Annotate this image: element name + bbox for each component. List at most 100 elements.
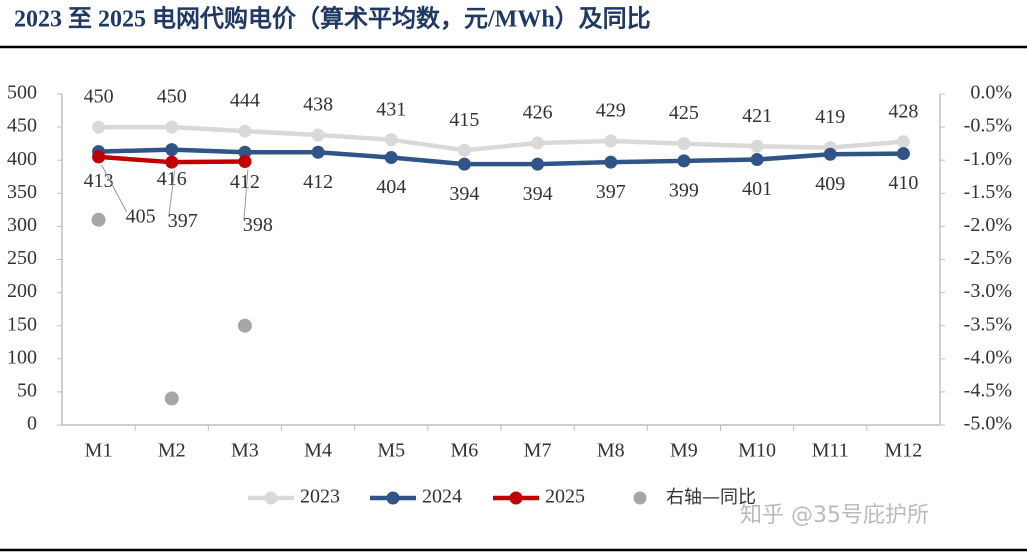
data-label: 397 <box>596 181 626 203</box>
y-tick-label: 100 <box>7 346 37 368</box>
x-tick-label: M12 <box>885 440 923 462</box>
series-point <box>384 151 398 165</box>
y-tick-label: 250 <box>7 247 37 269</box>
data-label: 413 <box>84 170 114 192</box>
legend-label: 2025 <box>545 486 585 508</box>
y-tick-label: 400 <box>7 148 37 170</box>
legend-label: 右轴—同比 <box>666 487 756 508</box>
data-label: 399 <box>669 179 699 201</box>
series-point <box>238 124 252 138</box>
y-tick-label: 0 <box>27 413 37 435</box>
y2-tick-label: -2.5% <box>964 247 1012 269</box>
series-point <box>165 143 179 157</box>
data-label: 419 <box>815 106 845 128</box>
series-point <box>823 147 837 161</box>
x-tick-label: M6 <box>451 440 479 462</box>
y2-tick-label: -1.0% <box>964 148 1012 170</box>
leader-line <box>168 170 176 217</box>
series-point <box>384 133 398 147</box>
data-label: 421 <box>742 105 772 127</box>
data-label: 425 <box>669 102 699 124</box>
data-label: 412 <box>303 171 333 193</box>
x-tick-label: M7 <box>524 440 552 462</box>
data-label: 426 <box>523 102 553 124</box>
data-label: 404 <box>376 176 406 198</box>
series-point <box>750 153 764 167</box>
data-label: 450 <box>157 86 187 108</box>
series-point <box>457 143 471 157</box>
data-label: 412 <box>230 171 260 193</box>
data-label: 415 <box>449 109 479 131</box>
x-tick-label: M9 <box>670 440 698 462</box>
x-tick-label: M10 <box>738 440 776 462</box>
x-tick-label: M4 <box>304 440 332 462</box>
series-point <box>311 145 325 159</box>
y-tick-label: 300 <box>7 214 37 236</box>
legend-marker <box>264 491 278 505</box>
y2-tick-label: -4.5% <box>964 379 1012 401</box>
yoy-point <box>237 318 252 333</box>
data-label: 409 <box>815 173 845 195</box>
series-point <box>750 139 764 153</box>
y-tick-label: 350 <box>7 181 37 203</box>
y2-tick-label: -1.5% <box>964 181 1012 203</box>
series-point <box>677 137 691 151</box>
series-point <box>457 157 471 171</box>
leader-line <box>243 169 249 221</box>
data-label: 416 <box>157 168 187 190</box>
series-point <box>165 120 179 134</box>
data-label: 444 <box>230 90 260 112</box>
series-point <box>238 155 252 169</box>
series-point <box>896 135 910 149</box>
series-point <box>531 157 545 171</box>
series-point <box>604 155 618 169</box>
y-tick-label: 200 <box>7 280 37 302</box>
legend-marker <box>386 491 400 505</box>
y2-tick-label: 0.0% <box>970 82 1012 104</box>
series-point <box>677 154 691 168</box>
x-tick-label: M11 <box>812 440 849 462</box>
series-point <box>531 136 545 150</box>
y2-tick-label: -2.0% <box>964 214 1012 236</box>
series-point <box>92 150 106 164</box>
series-point <box>92 120 106 134</box>
watermark: 知乎 @35号庇护所 <box>740 503 929 528</box>
legend-label: 2023 <box>300 486 340 508</box>
y-tick-label: 50 <box>17 379 37 401</box>
y-tick-label: 500 <box>7 82 37 104</box>
series-line <box>98 147 904 167</box>
legend-marker <box>509 491 523 505</box>
y-tick-label: 150 <box>7 313 37 335</box>
data-label: 394 <box>523 183 553 205</box>
series-point <box>311 128 325 142</box>
data-label: 438 <box>303 94 333 116</box>
x-tick-label: M1 <box>85 440 113 462</box>
x-tick-label: M5 <box>377 440 405 462</box>
legend-label: 2024 <box>422 486 462 508</box>
data-label: 428 <box>888 100 918 122</box>
x-tick-label: M3 <box>231 440 259 462</box>
y2-tick-label: -5.0% <box>964 413 1012 435</box>
y-tick-label: 450 <box>7 115 37 137</box>
data-label: 405 <box>126 205 156 227</box>
chart-title: 2023 至 2025 电网代购电价（算术平均数，元/MWh）及同比 <box>14 5 651 33</box>
data-label: 429 <box>596 100 626 122</box>
data-label: 410 <box>888 172 918 194</box>
series-point <box>238 145 252 159</box>
data-label: 397 <box>168 210 198 232</box>
series-line <box>98 124 904 153</box>
y2-tick-label: -3.5% <box>964 313 1012 335</box>
y2-tick-label: -0.5% <box>964 115 1012 137</box>
yoy-point <box>164 391 179 406</box>
data-label: 401 <box>742 178 772 200</box>
x-tick-label: M8 <box>597 440 625 462</box>
series-point <box>165 155 179 169</box>
legend-marker <box>633 491 647 505</box>
y2-tick-label: -4.0% <box>964 346 1012 368</box>
y2-tick-label: -3.0% <box>964 280 1012 302</box>
data-label: 450 <box>84 86 114 108</box>
series-point <box>604 134 618 148</box>
data-label: 394 <box>449 183 479 205</box>
series-point <box>896 147 910 161</box>
